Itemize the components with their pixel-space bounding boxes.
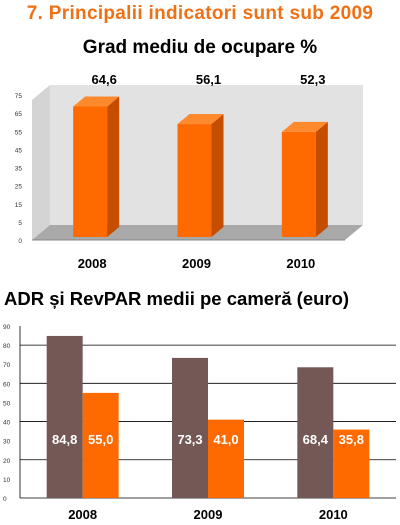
chart1-data-label: 52,3 [300, 72, 325, 87]
chart2-label-revpar: 41,0 [213, 432, 238, 447]
chart2-bar-group [46, 335, 119, 498]
chart1-bar-top [177, 114, 224, 125]
chart2-bar-group [297, 367, 370, 498]
chart1-bar [177, 114, 224, 237]
chart2-bar-adr [46, 335, 83, 498]
chart1-x-tick: 2008 [78, 256, 107, 271]
chart2-y-tick: 40 [3, 420, 11, 427]
chart2-y-tick: 60 [3, 381, 11, 388]
chart2-label-adr: 68,4 [303, 432, 329, 447]
chart2-bar-revpar [333, 429, 370, 498]
chart1-bar [281, 121, 328, 237]
chart2-x-tick: 2008 [68, 507, 97, 522]
chart2-y-tick: 10 [3, 477, 11, 484]
chart2-x-tick: 2010 [319, 507, 348, 522]
chart2-y-tick: 50 [3, 400, 11, 407]
chart2-x-tick: 2009 [194, 507, 223, 522]
occupancy-chart: 0 5 15 25 35 45 55 65 75 64,6 2008 56,1 2009 52,3 2010 [15, 72, 363, 271]
chart2-title: ADR și RevPAR medii pe cameră (euro) [4, 288, 350, 309]
chart1-bar-top [73, 96, 120, 107]
chart1-bar-top [281, 121, 328, 132]
chart1-y-tick: 65 [15, 111, 23, 118]
chart2-bar-adr [172, 357, 208, 498]
chart2-y-tick: 0 [3, 496, 7, 503]
chart1-y-tick: 5 [18, 220, 22, 227]
chart1-y-tick: 25 [15, 184, 23, 191]
chart2-bar-revpar [208, 419, 244, 498]
chart1-title: Grad mediu de ocupare % [82, 37, 318, 58]
chart2-label-adr: 84,8 [52, 432, 77, 447]
chart2-label-adr: 73,3 [177, 432, 202, 447]
chart2-y-tick: 80 [3, 343, 11, 350]
chart1-bar-side [211, 114, 224, 237]
chart1-bar-front [281, 131, 316, 237]
chart1-bar-side [107, 96, 120, 237]
main-title: 7. Principalii indicatori sunt sub 2009 [26, 3, 374, 24]
chart1-bar [73, 96, 120, 237]
chart1-y-tick: 45 [15, 147, 23, 154]
chart1-y-tick: 75 [15, 93, 23, 100]
chart2-bar-adr [297, 367, 334, 498]
chart2-y-tick: 90 [3, 324, 11, 331]
chart1-data-label: 64,6 [92, 72, 117, 87]
chart2-bar-group [172, 357, 244, 498]
chart2-y-tick: 70 [3, 362, 11, 369]
chart2-label-revpar: 55,0 [88, 432, 113, 447]
chart2-bar-revpar [82, 392, 119, 498]
chart1-bar-front [73, 106, 108, 237]
chart1-y-tick: 55 [15, 129, 23, 136]
chart2-y-tick: 30 [3, 439, 11, 446]
chart1-bar-side [315, 121, 328, 237]
chart2-y-tick: 20 [3, 458, 11, 465]
chart1-x-tick: 2009 [182, 256, 211, 271]
chart1-y-tick: 15 [15, 202, 23, 209]
chart1-bar-front [177, 124, 212, 237]
chart1-y-tick: 35 [15, 166, 23, 173]
chart2-label-revpar: 35,8 [339, 432, 364, 447]
chart1-y-tick: 0 [18, 238, 22, 245]
chart1-data-label: 56,1 [196, 72, 221, 87]
chart1-side-wall [32, 85, 50, 240]
chart1-x-tick: 2010 [286, 256, 315, 271]
